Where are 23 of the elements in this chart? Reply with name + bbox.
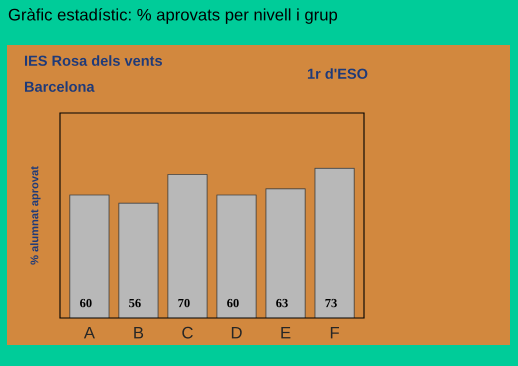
data-label: 70 [178, 298, 190, 308]
x-tick-label: B [134, 326, 144, 338]
chart-title: Gràfic estadístic: % aprovats per nivell i grup [8, 8, 338, 24]
data-label: 63 [276, 298, 288, 308]
text: Barcelona [24, 81, 95, 92]
bar [216, 194, 257, 318]
data-label: 73 [325, 298, 337, 308]
x-tick-label: C [182, 326, 193, 339]
x-tick-label: F [330, 326, 340, 338]
bar [69, 194, 110, 318]
data-label: 60 [80, 298, 92, 308]
x-tick-label: E [281, 326, 290, 338]
data-label: 56 [129, 298, 141, 308]
text: IES Rosa dels vents [24, 55, 162, 66]
bar [167, 174, 208, 318]
y-axis-title: % alumnat aprovat [30, 166, 41, 265]
bar [118, 202, 158, 318]
bar [266, 188, 306, 318]
data-label: 60 [227, 298, 239, 308]
bar [314, 168, 355, 318]
x-tick-label: D [232, 326, 242, 338]
text: 1r d'ESO [308, 68, 368, 79]
x-tick-label: A [84, 326, 95, 338]
